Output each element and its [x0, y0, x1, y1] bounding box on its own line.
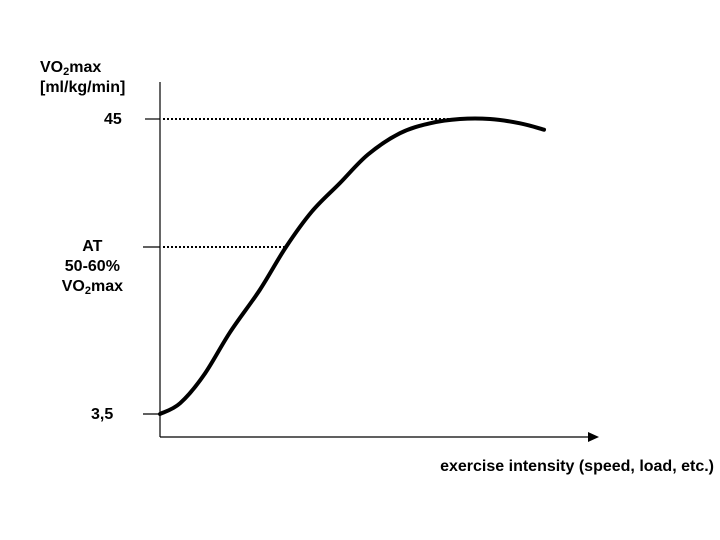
y-axis-label-prefix: VO — [40, 59, 64, 76]
y-tick-label-max: 45 — [104, 111, 122, 128]
at-metric-prefix: VO — [61, 278, 85, 295]
y-tick-label-min: 3,5 — [91, 406, 114, 423]
at-title: AT — [82, 238, 103, 255]
at-range: 50-60% — [64, 258, 120, 275]
y-axis-label-subscript: 2 — [63, 66, 70, 78]
y-axis-label-suffix: max — [69, 59, 102, 76]
x-axis-arrowhead — [588, 432, 599, 442]
vo2-curve-line — [158, 116, 546, 416]
at-metric-subscript: 2 — [84, 285, 91, 297]
y-axis-unit: [ml/kg/min] — [40, 79, 126, 96]
anaerobic-threshold-annotation: AT 50-60% VO2max — [62, 237, 123, 297]
y-axis-label: VO2max [ml/kg/min] — [40, 58, 125, 98]
at-metric-suffix: max — [90, 278, 123, 295]
x-axis-label: exercise intensity (speed, load, etc.) — [440, 458, 714, 475]
